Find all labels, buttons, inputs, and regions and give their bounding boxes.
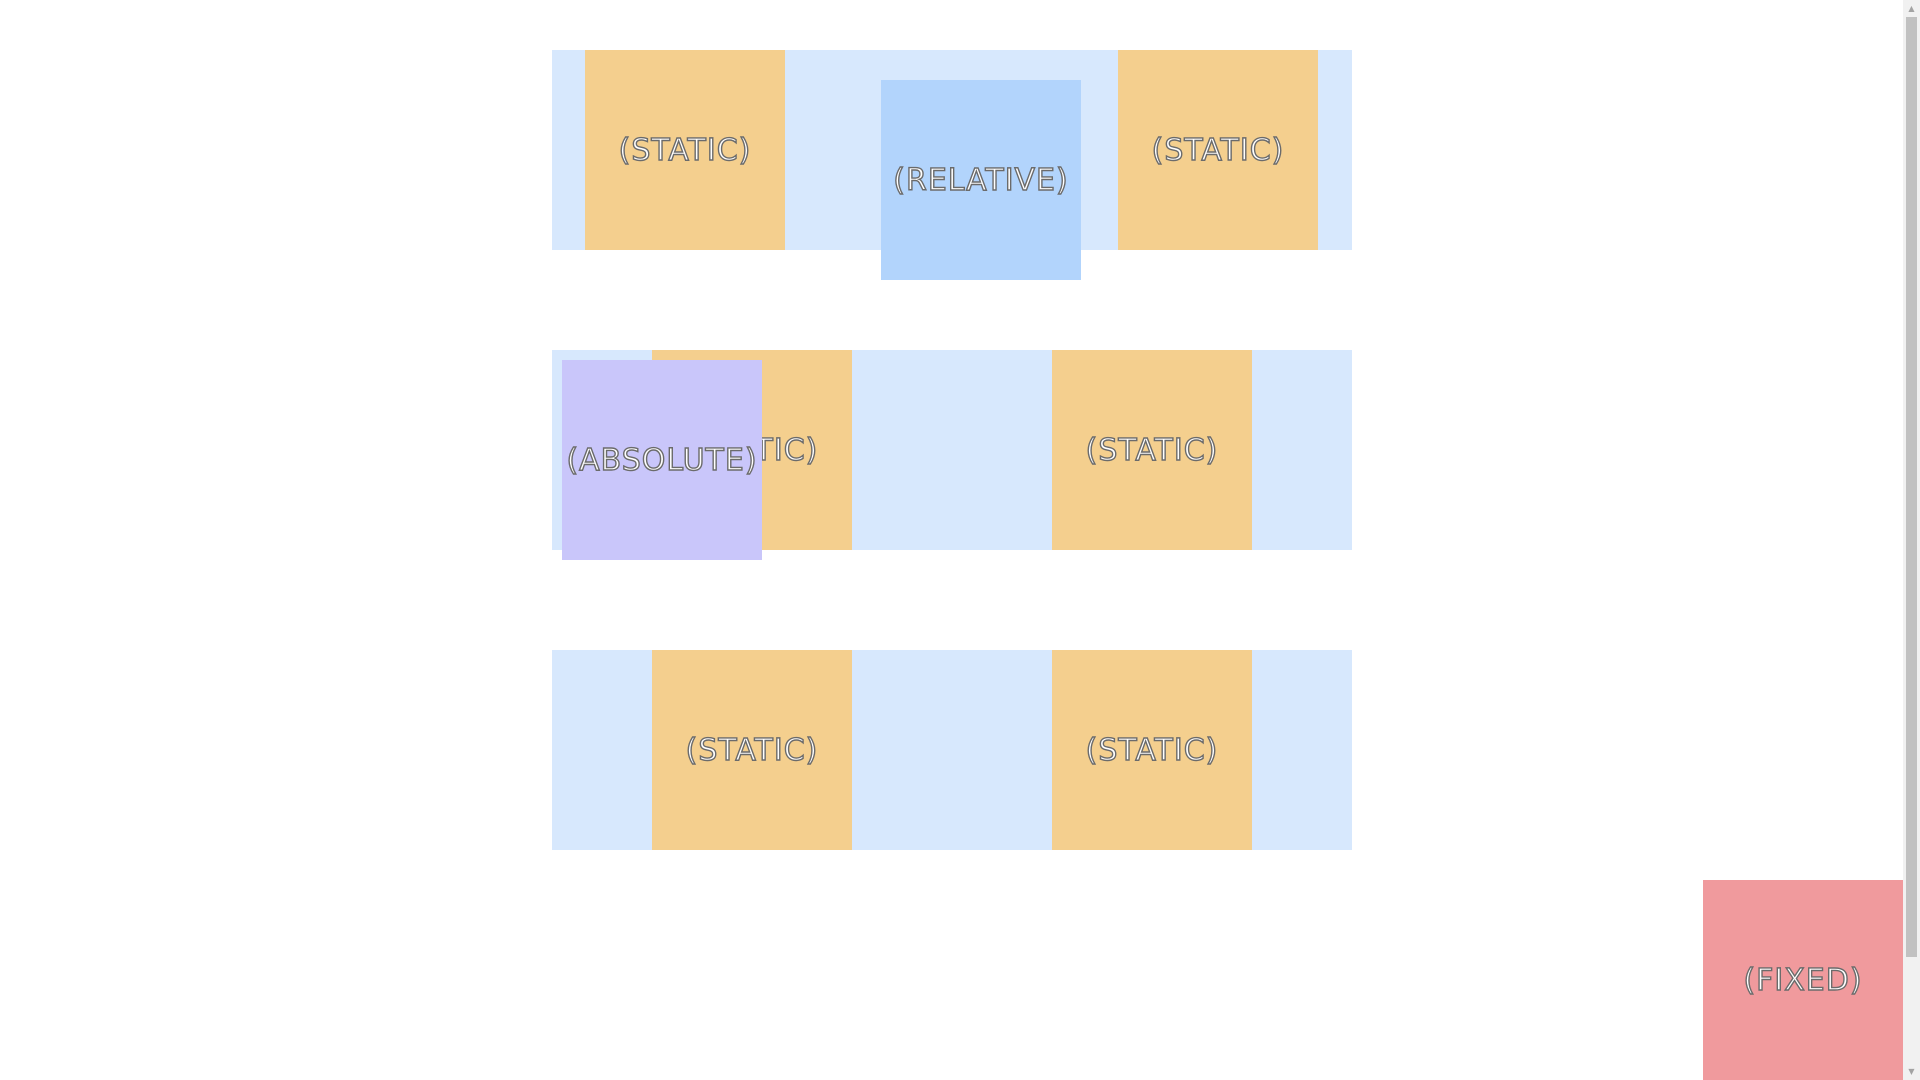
scroll-down-icon[interactable]: ▼: [1908, 1067, 1915, 1076]
static-box: (STATIC): [585, 50, 785, 250]
scrollbar-thumb[interactable]: [1906, 17, 1917, 957]
row-3-container: (STATIC) (STATIC): [552, 650, 1352, 850]
static-box: (STATIC): [1052, 650, 1252, 850]
scroll-up-icon[interactable]: ▲: [1908, 4, 1915, 13]
row-1-container: (STATIC) (RELATIVE) (STATIC): [552, 50, 1352, 280]
fixed-box: (FIXED): [1703, 880, 1903, 1080]
relative-box: (RELATIVE): [881, 80, 1081, 280]
static-box: (STATIC): [1118, 50, 1318, 250]
static-box: (STATIC): [1052, 350, 1252, 550]
absolute-box: (ABSOLUTE): [562, 360, 762, 560]
static-box: (STATIC): [652, 650, 852, 850]
vertical-scrollbar[interactable]: ▲ ▼: [1903, 0, 1920, 1080]
row-2-container: (STATIC) (STATIC) (ABSOLUTE): [552, 350, 1352, 560]
